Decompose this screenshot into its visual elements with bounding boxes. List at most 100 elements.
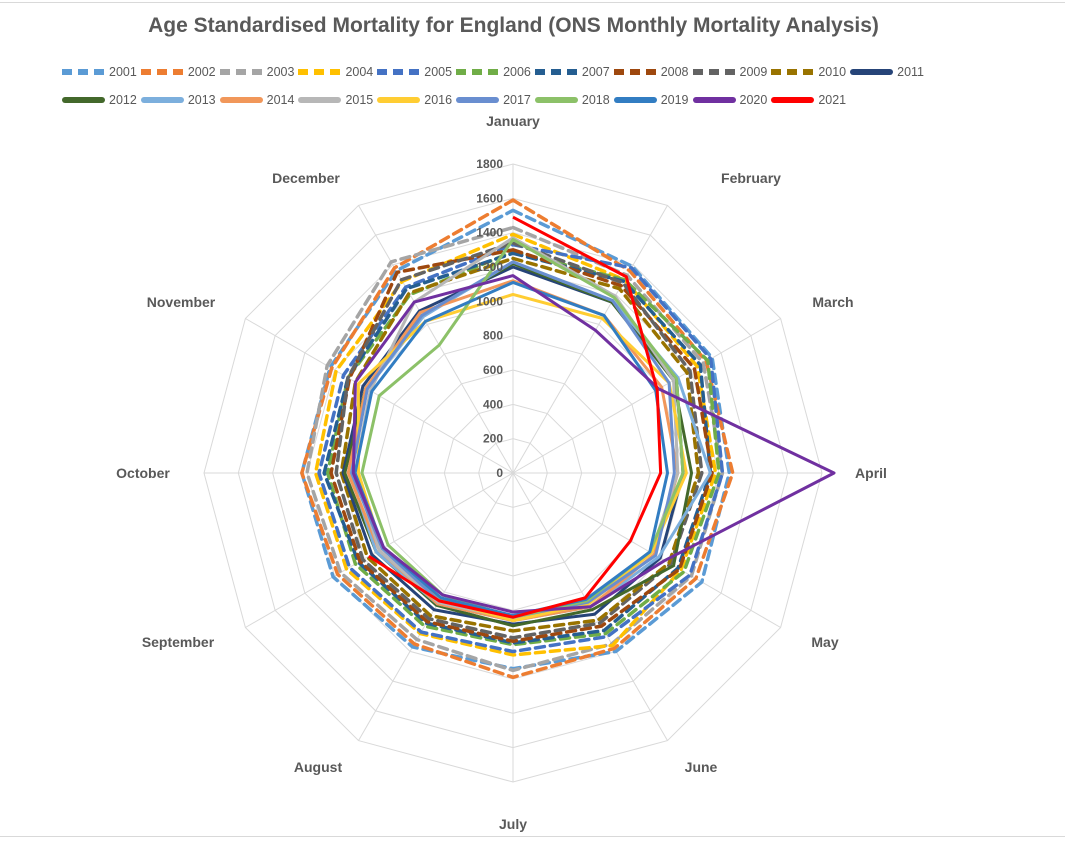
legend-item-2021: 2021 bbox=[771, 93, 846, 107]
legend-item-2005: 2005 bbox=[377, 65, 452, 79]
legend-swatch bbox=[140, 69, 184, 75]
legend-item-2011: 2011 bbox=[850, 65, 924, 79]
legend-row: 2001 2002 2003 2004 2005 2006 2007 2008 2009 2010… bbox=[62, 58, 1022, 86]
legend-swatch bbox=[456, 69, 500, 75]
legend-label: 2007 bbox=[581, 65, 610, 79]
legend-label: 2005 bbox=[424, 65, 453, 79]
legend-label: 2020 bbox=[739, 93, 768, 107]
legend-label: 2009 bbox=[739, 65, 768, 79]
legend-swatch bbox=[771, 97, 815, 103]
legend-swatch bbox=[771, 69, 815, 75]
legend-swatch bbox=[62, 97, 105, 103]
legend-swatch bbox=[62, 69, 105, 75]
tick-label: 0 bbox=[496, 466, 503, 480]
legend-label: 2002 bbox=[187, 65, 216, 79]
category-label-july: July bbox=[499, 816, 527, 832]
legend-swatch bbox=[534, 69, 578, 75]
category-label-march: March bbox=[812, 294, 853, 310]
tick-label: 1800 bbox=[476, 157, 503, 171]
legend-swatch bbox=[219, 97, 263, 103]
category-label-october: October bbox=[116, 465, 170, 481]
legend-label: 2018 bbox=[581, 93, 610, 107]
legend-item-2010: 2010 bbox=[771, 65, 846, 79]
legend-label: 2004 bbox=[345, 65, 374, 79]
legend-label: 2015 bbox=[345, 93, 374, 107]
legend-item-2008: 2008 bbox=[613, 65, 689, 79]
tick-label: 600 bbox=[483, 363, 503, 377]
series-line-2008 bbox=[329, 248, 714, 643]
legend-label: 2016 bbox=[424, 93, 453, 107]
legend-swatch bbox=[456, 97, 500, 103]
legend-item-2018: 2018 bbox=[534, 93, 610, 107]
grid-spoke bbox=[512, 318, 781, 474]
legend-label: 2001 bbox=[109, 65, 137, 79]
legend-item-2007: 2007 bbox=[534, 65, 610, 79]
series-line-2003 bbox=[305, 225, 725, 673]
grid-spoke bbox=[358, 472, 514, 741]
series-line-2021 bbox=[367, 215, 663, 619]
chart-frame-top-border bbox=[0, 2, 1065, 3]
chart-title: Age Standardised Mortality for England (… bbox=[148, 14, 879, 37]
series-line-2006 bbox=[325, 249, 721, 647]
grid-spoke bbox=[512, 205, 668, 474]
legend-label: 2008 bbox=[660, 65, 689, 79]
category-label-september: September bbox=[142, 634, 215, 650]
tick-label: 1200 bbox=[476, 260, 503, 274]
legend-item-2014: 2014 bbox=[219, 93, 295, 107]
series-line-2004 bbox=[313, 232, 718, 657]
tick-label: 400 bbox=[483, 397, 503, 411]
legend-label: 2010 bbox=[818, 65, 847, 79]
tick-label: 1000 bbox=[476, 294, 503, 308]
legend-swatch bbox=[298, 69, 342, 75]
legend-item-2017: 2017 bbox=[456, 93, 531, 107]
chart-legend: 2001 2002 2003 2004 2005 2006 2007 2008 2009 2010… bbox=[62, 58, 1022, 114]
category-label-august: August bbox=[294, 759, 343, 775]
category-label-february: February bbox=[721, 170, 781, 186]
grid-spoke bbox=[512, 472, 781, 628]
legend-item-2019: 2019 bbox=[613, 93, 689, 107]
series-line-2009 bbox=[334, 241, 704, 640]
legend-swatch bbox=[692, 69, 736, 75]
tick-label: 1600 bbox=[476, 191, 503, 205]
legend-swatch bbox=[534, 97, 578, 103]
series-line-2020 bbox=[351, 274, 836, 614]
legend-item-2016: 2016 bbox=[377, 93, 452, 107]
series-line-2010 bbox=[339, 256, 701, 633]
legend-label: 2021 bbox=[818, 93, 847, 107]
legend-swatch bbox=[377, 97, 421, 103]
legend-label: 2017 bbox=[503, 93, 531, 107]
legend-label: 2011 bbox=[897, 65, 925, 79]
legend-row: 2012 2013 2014 2015 2016 2017 2018 2019 2020 2021 bbox=[62, 86, 1022, 114]
legend-item-2013: 2013 bbox=[140, 93, 216, 107]
legend-swatch bbox=[298, 97, 342, 103]
legend-swatch bbox=[613, 97, 657, 103]
legend-item-2012: 2012 bbox=[62, 93, 137, 107]
legend-item-2020: 2020 bbox=[692, 93, 768, 107]
legend-swatch bbox=[692, 97, 736, 103]
legend-swatch bbox=[140, 97, 184, 103]
legend-swatch bbox=[850, 69, 894, 75]
tick-label: 200 bbox=[483, 432, 503, 446]
legend-swatch bbox=[219, 69, 263, 75]
legend-item-2009: 2009 bbox=[692, 65, 768, 79]
series-line-2019 bbox=[353, 280, 669, 617]
legend-item-2015: 2015 bbox=[298, 93, 373, 107]
category-label-december: December bbox=[272, 170, 340, 186]
category-label-april: April bbox=[855, 465, 887, 481]
legend-item-2004: 2004 bbox=[298, 65, 373, 79]
legend-item-2001: 2001 bbox=[62, 65, 137, 79]
grid-spoke bbox=[358, 205, 514, 474]
legend-label: 2006 bbox=[503, 65, 531, 79]
legend-label: 2014 bbox=[266, 93, 295, 107]
category-label-may: May bbox=[811, 634, 838, 650]
legend-label: 2003 bbox=[266, 65, 295, 79]
tick-label: 1400 bbox=[476, 226, 503, 240]
series-line-2005 bbox=[317, 242, 725, 654]
legend-label: 2019 bbox=[660, 93, 689, 107]
legend-label: 2012 bbox=[109, 93, 137, 107]
series-line-2015 bbox=[353, 236, 680, 621]
category-label-january: January bbox=[486, 113, 540, 129]
legend-item-2006: 2006 bbox=[456, 65, 531, 79]
tick-label: 800 bbox=[483, 329, 503, 343]
